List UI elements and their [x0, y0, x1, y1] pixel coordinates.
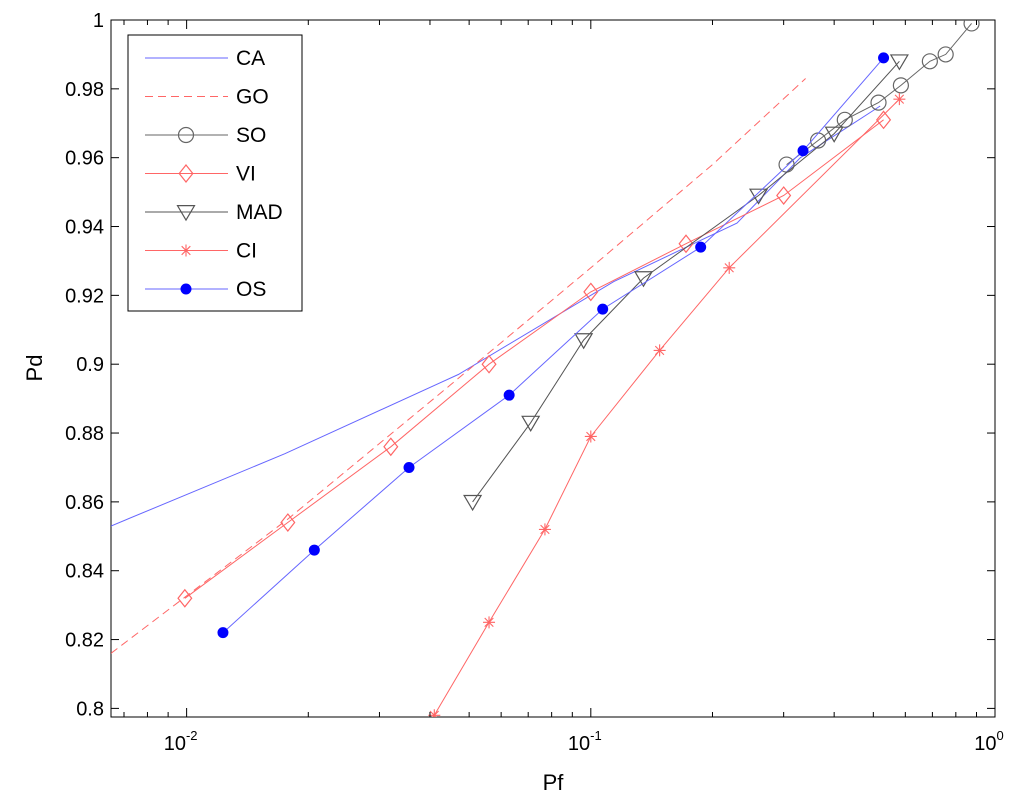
x-axis-label: Pf	[543, 770, 565, 795]
legend: CA GO SO VI MAD CI OS	[127, 34, 303, 312]
data-point-so-2	[836, 111, 853, 128]
legend-entry-so: SO	[145, 124, 266, 147]
series-so	[778, 20, 980, 173]
data-point-ci-4	[653, 344, 666, 357]
data-point-os-2	[403, 461, 415, 473]
series-ca	[111, 105, 881, 527]
legend-entry-ci: CI	[145, 240, 257, 263]
y-tick-label: 0.8	[76, 698, 104, 720]
y-tick-label: 0.92	[65, 285, 104, 307]
x-tick-label: 10-1	[568, 728, 602, 755]
legend-label-os: OS	[236, 278, 266, 301]
y-tick-label: 0.84	[65, 561, 104, 583]
data-point-ci-5	[723, 261, 736, 274]
axis-label-layer: Pf Pd	[22, 355, 564, 795]
data-point-os-3	[503, 389, 515, 401]
legend-label-go: GO	[236, 86, 269, 109]
data-point-mad-1	[521, 415, 541, 432]
data-point-mad-3	[633, 271, 654, 288]
data-point-os-5	[695, 241, 707, 253]
legend-label-ci: CI	[236, 240, 257, 263]
legend-entry-go: GO	[145, 86, 269, 109]
legend-marker-so	[177, 126, 195, 144]
series-vi	[177, 110, 892, 608]
data-point-vi-1	[280, 513, 296, 532]
data-point-ci-1	[483, 616, 496, 629]
data-point-vi-7	[875, 110, 892, 130]
y-tick-label: 0.96	[65, 148, 104, 170]
y-tick-label: 0.88	[65, 423, 104, 445]
series-line-so	[786, 23, 972, 165]
data-point-ci-6	[893, 93, 906, 106]
series-line-mad	[472, 60, 900, 503]
data-point-vi-2	[383, 437, 399, 457]
series-ci	[428, 93, 906, 717]
data-point-mad-5	[824, 126, 844, 143]
y-tick-label: 0.94	[65, 217, 104, 239]
series-line-vi	[184, 119, 884, 599]
data-point-ci-3	[584, 430, 597, 443]
data-point-os-0	[217, 627, 229, 639]
y-tick-label: 0.98	[65, 79, 104, 101]
series-go	[111, 78, 806, 654]
data-point-so-7	[963, 20, 980, 32]
tick-layer: 0.8 0.82 0.84 0.86 0.88 0.9 0.92 0.94 0.96 0.98 1 1…	[65, 10, 1004, 755]
legend-label-so: SO	[236, 124, 266, 147]
y-tick-label: 0.9	[76, 354, 104, 376]
data-point-mad-2	[574, 333, 594, 350]
x-tick-base: 10	[164, 733, 186, 755]
data-point-so-6	[937, 46, 954, 63]
series-line-ca	[111, 105, 881, 527]
data-point-vi-3	[481, 354, 497, 374]
legend-entry-ca: CA	[145, 47, 265, 70]
legend-label-ca: CA	[236, 47, 265, 70]
data-point-os-6	[797, 145, 809, 157]
legend-label-vi: VI	[236, 163, 256, 186]
series-os	[217, 52, 890, 639]
legend-entry-os: OS	[145, 278, 266, 301]
data-point-mad-6	[889, 54, 909, 71]
data-point-vi-4	[583, 282, 599, 302]
y-axis-label: Pd	[22, 355, 47, 382]
x-tick-exponent: -1	[590, 728, 602, 743]
legend-label-mad: MAD	[236, 201, 283, 224]
legend-marker-vi	[178, 164, 194, 183]
series-line-os	[222, 57, 884, 634]
x-tick-label: 100	[974, 728, 1003, 755]
data-point-so-4	[892, 77, 909, 94]
data-point-os-4	[597, 303, 609, 315]
legend-marker-mad	[176, 205, 196, 222]
legend-marker-ci	[180, 244, 192, 257]
y-tick-label: 1	[93, 10, 104, 32]
legend-marker-os	[180, 283, 192, 295]
data-point-vi-6	[776, 186, 792, 206]
y-tick-label: 0.82	[65, 630, 104, 652]
data-point-ci-2	[538, 523, 551, 536]
data-point-vi-5	[678, 234, 694, 254]
data-point-so-5	[921, 53, 938, 70]
data-point-os-1	[308, 544, 320, 556]
x-tick-base: 10	[568, 733, 590, 755]
data-point-mad-0	[463, 494, 483, 512]
x-tick-label: 10-2	[164, 728, 198, 755]
data-point-so-3	[870, 94, 887, 111]
data-point-os-7	[878, 52, 890, 64]
legend-entry-vi: VI	[145, 163, 256, 186]
data-point-ci-0	[428, 709, 441, 717]
x-tick-exponent: -2	[186, 728, 198, 743]
data-point-vi-0	[177, 588, 193, 608]
x-tick-base: 10	[974, 733, 996, 755]
y-tick-label: 0.86	[65, 492, 104, 514]
series-layer	[111, 20, 980, 717]
x-tick-exponent: 0	[997, 728, 1004, 743]
series-line-go	[111, 78, 806, 654]
legend-entry-mad: MAD	[145, 201, 283, 224]
